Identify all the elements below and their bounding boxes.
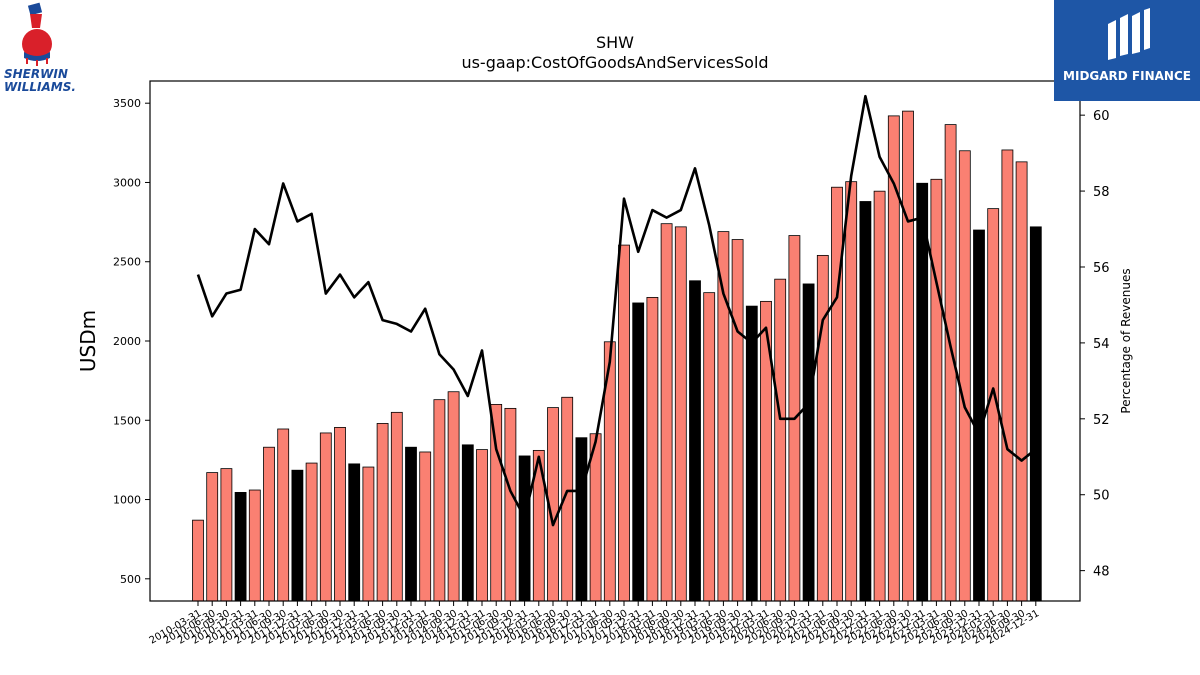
- bar-2020-06-30: [774, 278, 787, 602]
- y2-axis-label: Percentage of Revenues: [1119, 268, 1133, 413]
- y2-tick-label: 48: [1093, 565, 1110, 580]
- bar-2022-03-31: [873, 190, 886, 602]
- bar-2012-09-30: [334, 426, 346, 602]
- chart-subtitle: us-gaap:CostOfGoodsAndServicesSold: [461, 53, 768, 72]
- midgard-finance-logo: MIDGARD FINANCE: [1054, 0, 1200, 101]
- bar-2022-12-31: [916, 182, 929, 602]
- bar-2013-06-30: [376, 423, 389, 602]
- bar-2011-06-30: [263, 446, 275, 602]
- bar-2011-03-31: [248, 489, 261, 602]
- bar-2015-06-30: [490, 404, 503, 602]
- percentage-line-series: [196, 94, 1037, 527]
- bar-2019-09-30: [731, 239, 744, 602]
- bar-2021-09-30: [845, 181, 858, 602]
- bar-2012-03-31: [305, 462, 318, 602]
- y-axis-right: 48 50 52 54 56 58 60: [1080, 109, 1110, 580]
- sherwin-williams-logo: SHERWIN WILLIAMS.: [0, 0, 76, 100]
- y-axis-left: 500 1000 1500 2000 2500 3000 3500: [113, 97, 150, 586]
- bar-2017-12-31: [632, 302, 645, 602]
- y2-tick-label: 52: [1093, 413, 1110, 428]
- midgard-mark-icon: [1108, 8, 1150, 60]
- bar-2021-06-30: [831, 186, 843, 602]
- y-tick-label: 2000: [113, 335, 141, 348]
- bar-2017-09-30: [618, 244, 630, 602]
- bar-2019-06-30: [717, 231, 730, 602]
- y2-tick-label: 50: [1093, 489, 1110, 504]
- bar-2019-03-31: [703, 292, 716, 602]
- bar-2014-09-30: [447, 391, 460, 602]
- bar-2013-03-31: [362, 466, 375, 602]
- percentage-line: [196, 94, 1037, 527]
- x-axis: 2010-03-312010-06-302010-09-302010-12-31…: [148, 601, 1041, 647]
- bar-2012-12-31: [348, 463, 361, 602]
- y-tick-label: 1000: [113, 494, 141, 507]
- bar-2023-03-31: [930, 178, 943, 602]
- y-tick-label: 2500: [113, 256, 141, 269]
- bar-2020-12-31: [802, 283, 815, 602]
- bar-2019-12-31: [745, 305, 758, 602]
- bar-2023-09-30: [958, 150, 971, 602]
- paint-globe-icon: [22, 2, 52, 66]
- bar-2016-12-31: [575, 437, 588, 602]
- y-tick-label: 1500: [113, 414, 141, 427]
- bar-2022-06-30: [887, 115, 900, 602]
- logo-text-line2: WILLIAMS.: [4, 80, 76, 94]
- bar-2024-12-31: [1029, 226, 1042, 602]
- y-tick-label: 500: [120, 573, 141, 586]
- bar-2014-03-31: [419, 451, 432, 602]
- y2-tick-label: 60: [1093, 109, 1110, 124]
- bar-2013-12-31: [405, 446, 417, 602]
- bar-2010-09-30: [220, 468, 233, 602]
- bar-2013-09-30: [390, 411, 403, 602]
- bar-2018-09-30: [674, 226, 687, 602]
- bar-2018-03-31: [646, 296, 659, 602]
- logo-company-name: MIDGARD FINANCE: [1063, 69, 1191, 83]
- bar-2024-06-30: [1001, 149, 1014, 602]
- y2-tick-label: 58: [1093, 185, 1110, 200]
- bar-2014-06-30: [433, 399, 446, 602]
- bar-2021-12-31: [859, 201, 872, 602]
- bar-2015-09-30: [504, 407, 517, 602]
- bar-2010-06-30: [206, 472, 219, 602]
- bar-series: [192, 110, 1042, 602]
- bar-2011-09-30: [277, 428, 290, 602]
- bar-2015-12-31: [518, 455, 531, 602]
- y2-tick-label: 56: [1093, 261, 1110, 276]
- bar-2014-12-31: [461, 444, 474, 602]
- chart-title: SHW: [596, 33, 634, 52]
- y-tick-label: 3500: [113, 97, 141, 110]
- y-axis-label: USDm: [76, 310, 100, 372]
- bar-2018-06-30: [660, 223, 673, 602]
- logo-text-line1: SHERWIN: [4, 67, 68, 81]
- y2-tick-label: 54: [1093, 337, 1110, 352]
- bar-2021-03-31: [816, 254, 829, 602]
- bar-2018-12-31: [689, 280, 701, 602]
- bar-2012-06-30: [319, 432, 332, 602]
- bar-2022-09-30: [902, 110, 914, 602]
- bar-2024-09-30: [1015, 161, 1028, 602]
- y-tick-label: 3000: [113, 176, 141, 189]
- bar-2010-12-31: [234, 491, 247, 602]
- bar-2015-03-31: [476, 449, 488, 602]
- bar-2010-03-31: [192, 519, 204, 602]
- bar-2011-12-31: [291, 469, 304, 602]
- bar-2023-12-31: [973, 229, 985, 602]
